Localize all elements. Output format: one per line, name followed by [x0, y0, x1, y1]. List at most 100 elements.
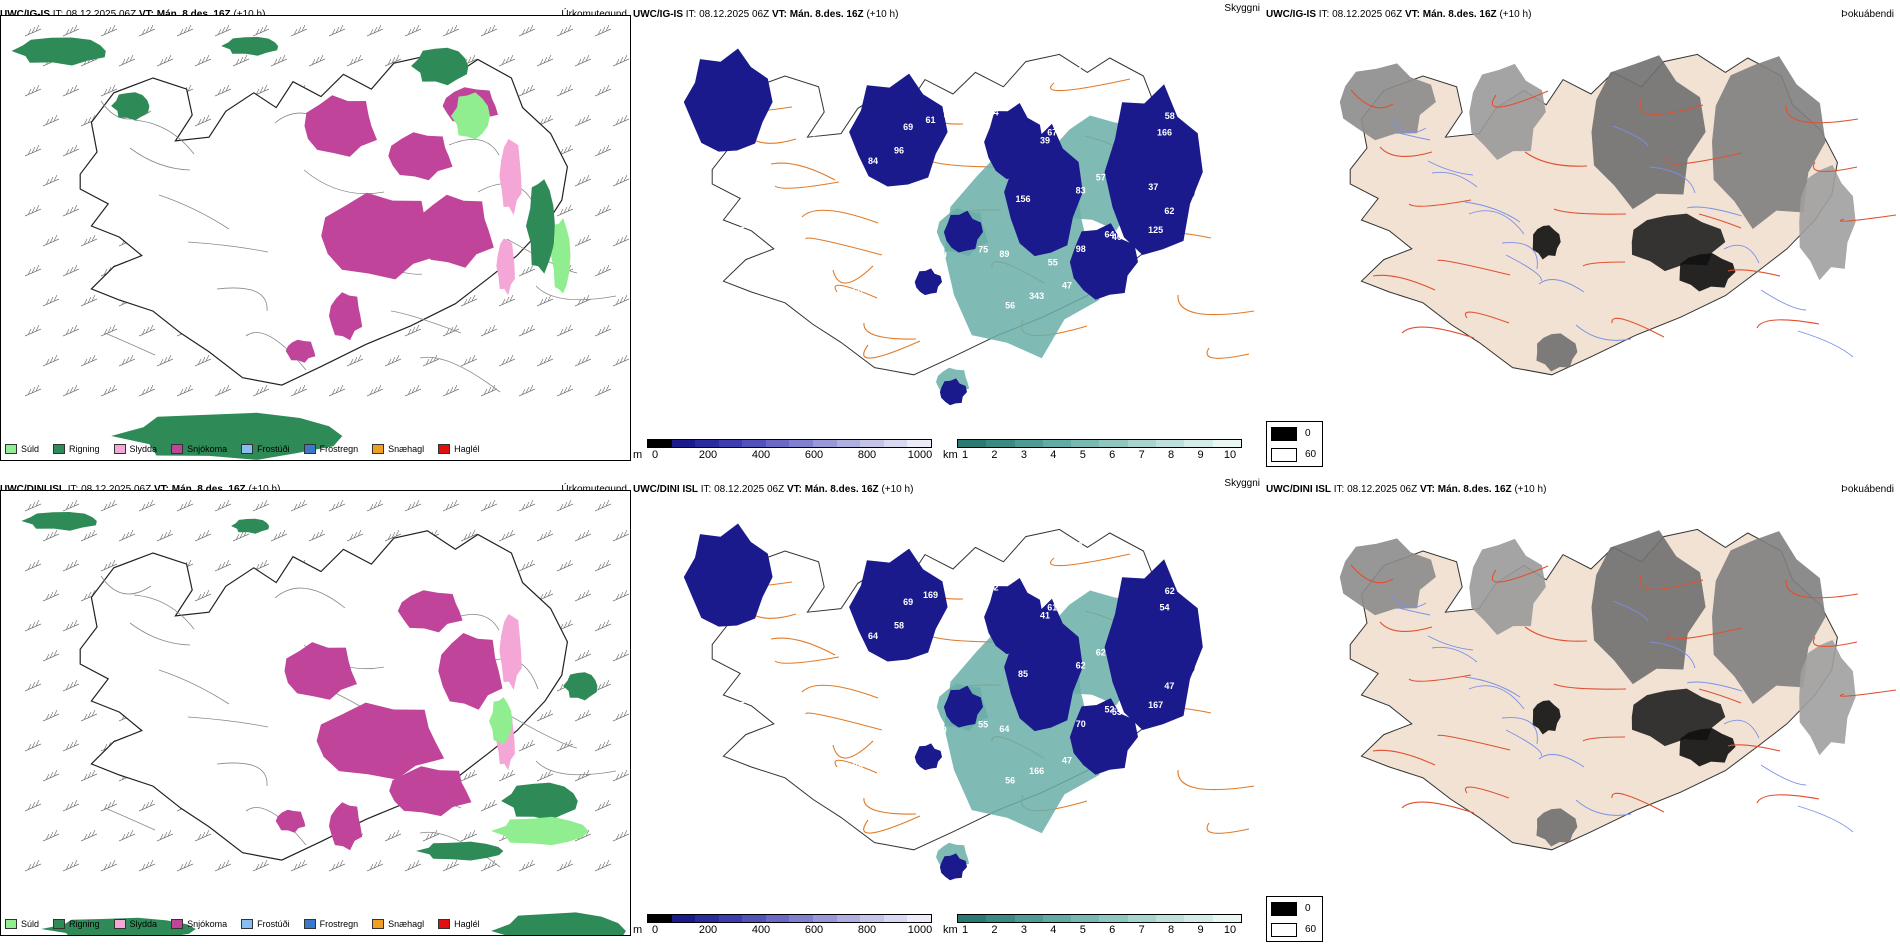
legend-label: Snjókoma: [187, 444, 228, 454]
road-line: [1666, 152, 1743, 165]
river-network: [1390, 119, 1854, 358]
cloudbase-label: 38: [959, 46, 969, 56]
fog-area: [1591, 55, 1706, 210]
wind-barb: [574, 709, 592, 722]
cloudbase-label: 43: [897, 707, 907, 717]
wind-barb: [442, 24, 460, 37]
cloudbase-labels: 8595424753626069523750556462838016747614…: [735, 521, 1203, 797]
legend-swatch: [438, 919, 451, 929]
river-line: [1468, 210, 1525, 235]
wind-barb: [138, 799, 156, 812]
wind-barb: [214, 859, 232, 872]
cloudbase-label: 52: [989, 583, 999, 593]
wind-barb: [62, 799, 80, 812]
fog-area: [1712, 531, 1826, 704]
cloudbase-area: [1069, 698, 1138, 775]
snow-area: [397, 590, 463, 633]
wind-barb: [80, 709, 98, 722]
river-line: [1686, 681, 1743, 692]
river-line: [1431, 171, 1478, 188]
legend-item: Súld: [5, 919, 39, 929]
wind-barb: [62, 144, 80, 157]
wind-barb: [536, 294, 554, 307]
wind-barb: [574, 354, 592, 367]
vt-label: VT:: [771, 9, 787, 20]
fog-legend-label: 0: [1305, 903, 1311, 914]
road-line: [535, 760, 617, 776]
legend-swatch: [372, 919, 385, 929]
wind-barb: [62, 204, 80, 217]
road-line: [1408, 199, 1472, 207]
cloudbase-label: 35: [735, 701, 745, 711]
legend-label: Frostregn: [319, 444, 359, 454]
wind-barb: [442, 324, 460, 337]
wind-barb: [80, 354, 98, 367]
cloudbase-label: 76: [856, 294, 866, 304]
wind-barb: [518, 499, 536, 512]
colorbar-tick: 3: [1020, 924, 1027, 936]
colorbar-tick: 1: [961, 449, 969, 461]
river-line: [1501, 717, 1538, 745]
wind-barb: [366, 24, 384, 37]
river-line: [1394, 606, 1431, 616]
wind-barb: [518, 264, 536, 277]
wind-barb: [404, 499, 422, 512]
wind-barb: [100, 324, 118, 337]
wind-barb: [422, 829, 440, 842]
wind-barb: [574, 234, 592, 247]
road-line: [1839, 689, 1897, 697]
fog-shading: [1339, 55, 1856, 372]
colorbar-step: [718, 915, 743, 922]
legend-item: Súld: [5, 444, 39, 454]
wind-barb: [290, 384, 308, 397]
vt-value: Mán. 8.des. 16Z: [1422, 9, 1497, 20]
road-line: [1553, 208, 1627, 215]
wind-barb: [42, 769, 60, 782]
cloudbase-label: 47: [869, 672, 879, 682]
cloudbase-label: 59: [869, 197, 879, 207]
wind-barb: [214, 499, 232, 512]
legend-label: Frostúði: [257, 444, 290, 454]
rain-area: [526, 179, 555, 274]
road-line: [1206, 822, 1250, 834]
snow-area: [329, 292, 363, 341]
colorbar-step: [836, 440, 861, 447]
road-line: [1437, 259, 1511, 276]
road-line: [834, 759, 878, 774]
snow-area: [321, 192, 440, 280]
fog-legend-swatch: [1271, 427, 1297, 441]
wind-barb: [24, 679, 42, 692]
iceland-outline: [79, 55, 569, 386]
road-line: [1698, 688, 1742, 704]
wind-barb: [404, 324, 422, 337]
wind-barb: [138, 499, 156, 512]
river-line: [1760, 289, 1807, 311]
cloudbase-label: 62: [1076, 661, 1086, 671]
wind-barb: [384, 829, 402, 842]
rain-area: [491, 912, 626, 935]
wind-barb: [80, 769, 98, 782]
colorbar-step: [1212, 440, 1241, 447]
wind-barb: [556, 24, 574, 37]
panel-header: UWC/IG-IS IT: 08.12.2025 06Z VT: Mán. 8.…: [1266, 8, 1900, 21]
wind-barb: [232, 54, 250, 67]
road-line: [832, 265, 874, 284]
snow-area: [438, 633, 503, 710]
wind-barb: [460, 529, 478, 542]
cloudbase-label: 62: [1096, 648, 1106, 658]
road-line: [535, 285, 617, 301]
cloudbase-label: 40: [864, 548, 874, 558]
fog-area: [1469, 538, 1546, 635]
wind-barb: [442, 499, 460, 512]
cloudbase-label: 84: [970, 108, 980, 118]
cloudbase-label: 53: [753, 171, 763, 181]
road-line: [1408, 674, 1472, 682]
colorbar-tick: 10: [1223, 449, 1237, 461]
cloudbase-label: 78: [930, 50, 940, 60]
wind-barb: [480, 859, 498, 872]
road-line: [216, 762, 268, 787]
road-network: [1350, 89, 1897, 339]
wind-barb: [138, 384, 156, 397]
cloudbase-label: 71: [943, 109, 953, 119]
road-line: [187, 716, 269, 728]
